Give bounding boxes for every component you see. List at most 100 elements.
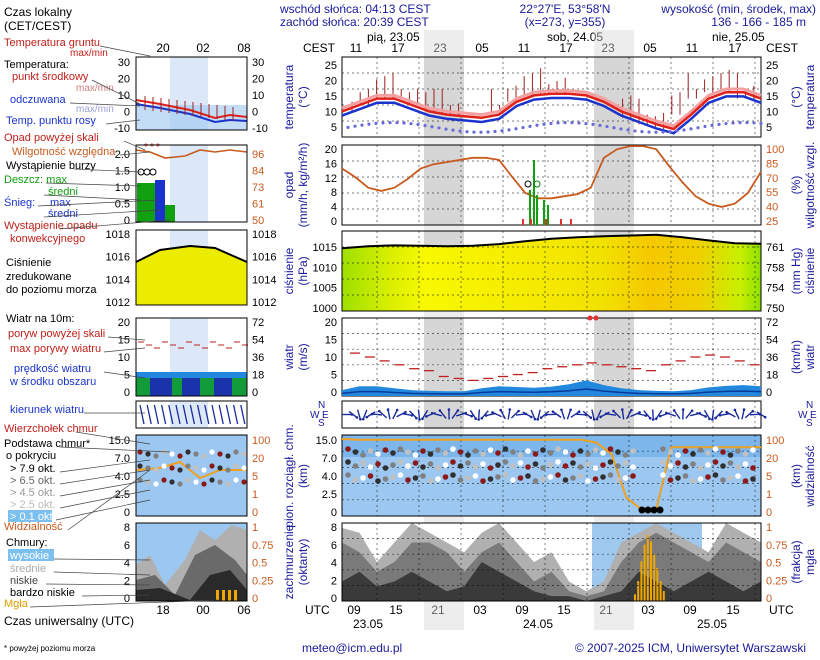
cloud-base-dot [555,446,561,452]
cloud-base-dot [345,446,351,452]
wind-r-tick: 54 [766,335,778,347]
wind-arrow [591,409,595,420]
legend-cl-tick: 2 [124,575,130,587]
cloud-base-dot [667,463,674,469]
cloud-base-dot [547,474,554,480]
cloud-base-dot [682,473,689,479]
footnote: * powyżej poziomu morza [4,644,96,653]
very-low-label: bardzo niskie [10,587,75,599]
dew-point-dot [745,121,749,125]
dew-point-dot [479,130,483,134]
legend-connector [105,119,141,125]
hum-tick: 40 [766,202,778,214]
legend-pres-tick: 1014 [106,274,130,286]
legend-cb-tick-r: 1 [252,489,258,501]
cb-tick: 2.5 [322,489,337,501]
cloud-base-dot [367,448,374,454]
cloud-base-dot [427,461,434,467]
cloud-base-dot [472,448,479,454]
dew-point-dot [437,126,441,130]
panel-bg-prec [342,145,761,225]
wind-arrow [477,409,481,420]
dew-point-dot [696,126,700,130]
dew-point-dot [675,129,679,133]
dew-point-dot [528,124,532,128]
pressure-title: Ciśnienie [6,257,51,269]
wind-arrow-head [654,417,658,420]
legend-storm [149,168,157,176]
legend-connector [45,182,141,187]
cest-label-right: CEST [766,41,799,55]
legend-cl-tick: 0 [124,593,130,605]
temp-axis-label-r: (°C) [789,86,803,107]
wind-arrow [481,410,489,419]
cloud-base-dot [675,452,681,458]
legend-cb-tick: 0 [124,507,130,519]
legend-connector [59,489,151,509]
legend-connector [45,583,151,586]
cloud-base-dot [397,472,404,478]
wind-arrow-head [544,413,548,416]
wind-tick: 0 [331,387,337,399]
legend-band [170,145,208,222]
legend-frame-dir [135,400,248,429]
hour-top: 23 [601,41,615,55]
legend-cloud-dot [137,463,143,469]
cloud-base-dot [480,451,486,457]
legend-pres-tick-r: 1018 [252,229,276,241]
fog-tick: 0.25 [766,575,787,587]
wind-arrow [537,409,541,420]
wind-arrow [655,409,663,420]
wind-arrow [409,410,417,419]
mid-point-label: punkt środkowy [12,71,89,83]
legend-wind-dark [150,378,172,396]
legend-frame-temp [135,56,248,131]
cloud-base-dot [697,465,704,471]
compass-s: S [806,418,813,429]
cloud-base-dot [465,475,471,481]
legend-precip-tick: 0.5 [115,199,130,211]
night-band [594,318,634,396]
legend-band [170,401,208,428]
hum-tick: 100 [766,144,784,156]
legend-pres-tick-r: 1014 [252,274,276,286]
cloud-base-dot [382,447,389,453]
legend-cloud-dot [225,453,231,459]
cloud-base-dot [390,462,396,468]
legend-cloud-dot [233,449,239,455]
dew-point-dot [738,121,742,125]
cloud-base-dot [532,451,539,457]
wind-arrow-head [447,408,451,411]
cloud-base-dot [660,459,666,465]
cloud-base-dot [607,446,614,452]
wind-arrow-head [763,415,767,419]
dew-point-dot [759,121,763,126]
wind-arrow [356,409,362,420]
cloud-base-dot [712,459,719,465]
cloud-base-dot [367,464,374,470]
panel-frame-cl [341,522,762,602]
cloud-base-dot [720,449,726,455]
legend-cloud-dot [153,467,159,473]
dew-point-dot [542,122,546,126]
dew-point-dot [619,127,623,131]
temp-tick-l: 15 [325,91,337,103]
legend-cloud-dot [177,453,183,459]
legend-fog-bar [228,590,231,601]
hum-tick: 70 [766,173,778,185]
okt5-bg [8,510,52,522]
wind-arrow-head [430,411,434,415]
legend-pres-tick-r: 1016 [252,252,276,264]
hour-bottom: 03 [641,603,655,617]
legend-connector [53,558,151,561]
cloud-base-dot [540,447,546,453]
cloud-base-dot [367,473,374,479]
day-bottom: 24.05 [523,617,553,631]
felt-label: odczuwana [10,94,67,106]
dew-point-dot [654,130,658,134]
dew-point-dot [612,126,616,130]
mid-label: średnie [10,563,46,575]
wind-arrow [673,410,681,419]
cloud-base-dot [405,449,411,455]
wind-arrow-head [651,418,655,421]
